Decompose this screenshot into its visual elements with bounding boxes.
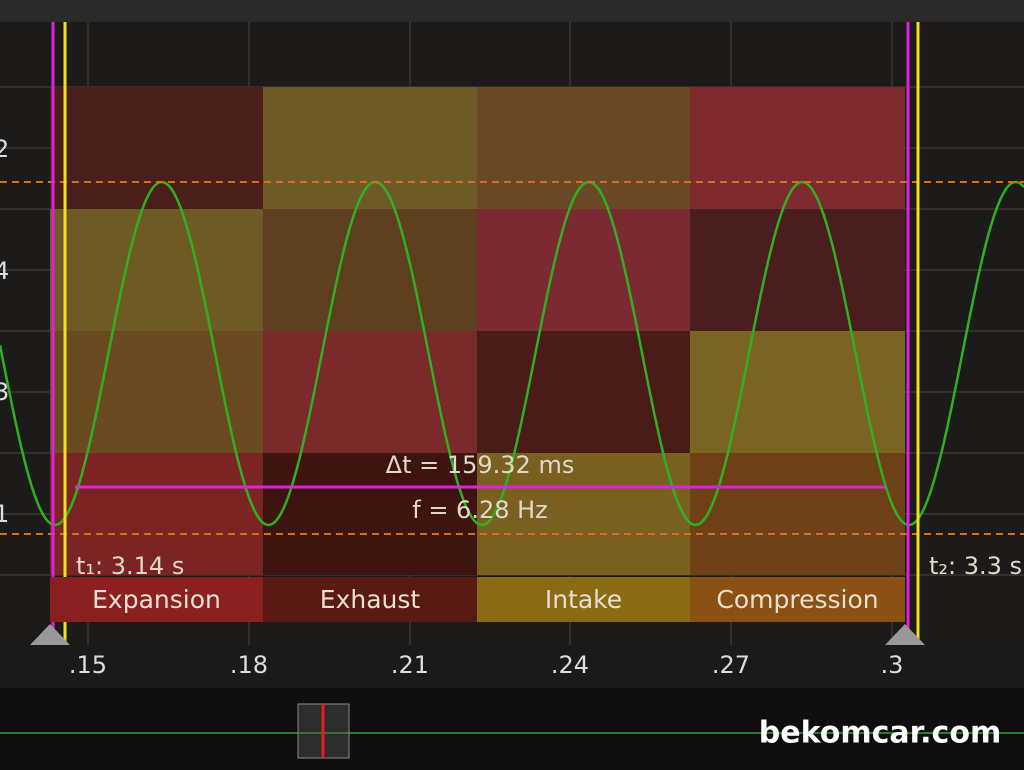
stroke-cell [477,577,690,622]
x-axis-bar [0,646,1024,684]
stroke-label: Exhaust [320,585,421,614]
cell [50,453,263,575]
y-axis: 2 4 3 1 [0,135,9,528]
stroke-cell [263,577,477,622]
cell [477,87,690,209]
handle-1[interactable] [30,624,70,645]
waveform [0,180,1024,527]
cell [690,209,905,331]
x-tick-label: .21 [391,651,429,679]
x-tick-label: .18 [230,651,268,679]
cell [477,453,690,575]
handle-2[interactable] [885,624,925,645]
cell [477,209,690,331]
stroke-label: Intake [545,585,622,614]
x-tick-label: .27 [712,651,750,679]
t1: t₁: 3.14 s [76,552,184,580]
signal [0,180,1024,527]
top-bar [0,0,1024,22]
heatmap [50,87,905,575]
stroke-cell [690,577,905,622]
cell [50,209,263,331]
y-tick-label: 1 [0,500,9,528]
y-tick-label: 3 [0,378,9,406]
cell [690,87,905,209]
cell [263,453,477,575]
stroke-bar: Expansion Exhaust Intake Compression [50,577,905,622]
overview [0,688,1024,770]
stroke-cell [50,577,263,622]
cell [50,331,263,453]
y-tick-label: 2 [0,135,9,163]
cell [477,331,690,453]
delta-t: Δt = 159.32 ms [386,451,575,479]
x-axis: .15 .18 .21 .24 .27 .3 [69,651,904,679]
x-tick-label: .24 [551,651,589,679]
cell [263,209,477,331]
cell [690,331,905,453]
x-tick-label: .3 [881,651,904,679]
watermark: bekomcar.com [759,716,1001,751]
cell [690,453,905,575]
cell [263,331,477,453]
stroke-label: Expansion [92,585,221,614]
stroke-label: Compression [716,585,878,614]
t2: t₂: 3.3 s [929,552,1022,580]
cell [263,87,477,209]
cell [50,87,263,209]
y-tick-label: 4 [0,257,9,285]
x-tick-label: .15 [69,651,107,679]
frequency: f = 6.28 Hz [412,496,548,524]
